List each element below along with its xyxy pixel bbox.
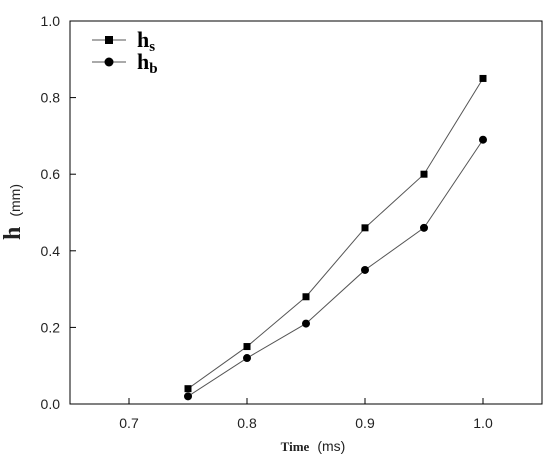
data-point-h_s (361, 224, 369, 232)
legend-label-main: h (137, 27, 149, 52)
x-tick-label: 1.0 (473, 415, 493, 431)
y-tick-label: 1.0 (41, 13, 61, 29)
data-point-h_s (420, 170, 428, 178)
y-tick-label: 0.2 (41, 319, 61, 335)
y-tick-label: 0.8 (41, 90, 61, 106)
plot-frame (69, 20, 543, 405)
y-tick-label: 0.6 (41, 166, 61, 182)
data-point-h_b (243, 354, 251, 363)
y-tick-label: 0.0 (41, 396, 61, 412)
x-axis-title: Time (ms) (281, 438, 346, 455)
y-axis-title-unit: (mm) (7, 184, 23, 217)
y-axis-title-bold: h (0, 227, 26, 240)
series-line-h_b (187, 139, 484, 397)
x-tick-label: 0.8 (237, 415, 257, 431)
series-lines-group (187, 78, 484, 397)
axes-group (69, 20, 543, 405)
x-axis-title-bold: Time (281, 439, 310, 454)
data-point-h_s (479, 74, 487, 82)
y-ticks-group: 0.0 0.2 0.4 0.6 0.8 1.0 (41, 13, 76, 412)
legend-label-sub: s (149, 39, 155, 55)
legend-marker-h_b (104, 57, 114, 67)
data-point-h_b (184, 392, 192, 401)
data-point-h_b (361, 265, 369, 274)
x-ticks-group: 0.7 0.8 0.9 1.0 (119, 398, 493, 431)
legend-label-h_b: hb (137, 49, 158, 77)
data-point-h_b (302, 319, 310, 328)
data-point-h_s (302, 293, 310, 301)
legend-label-sub: b (149, 61, 157, 77)
series-markers-group (184, 74, 487, 401)
x-tick-label: 0.7 (119, 415, 139, 431)
data-point-h_s (184, 385, 192, 393)
data-point-h_b (420, 223, 428, 232)
y-axis-title: h (mm) (0, 184, 26, 240)
data-point-h_s (243, 343, 251, 351)
x-tick-label: 0.9 (355, 415, 375, 431)
data-point-h_b (479, 135, 487, 144)
y-tick-label: 0.4 (41, 243, 61, 259)
legend-label-h_s: hs (137, 27, 155, 55)
x-axis-title-unit: (ms) (317, 438, 345, 454)
series-line-h_s (187, 78, 484, 390)
legend-label-main: h (137, 49, 149, 74)
legend-marker-h_s (105, 36, 113, 44)
